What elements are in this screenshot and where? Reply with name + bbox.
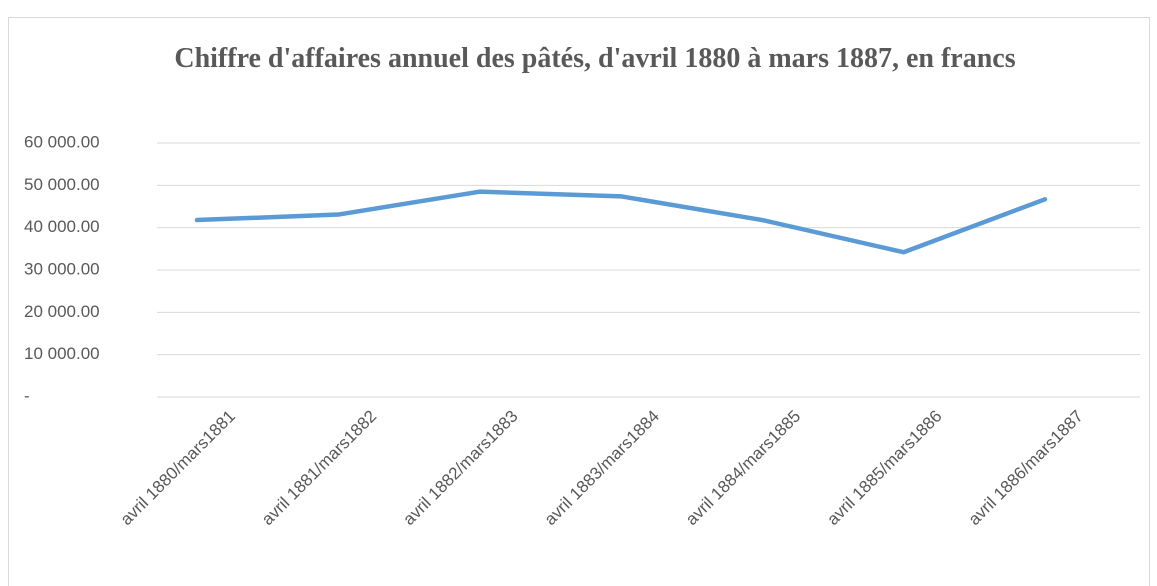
chart-frame (8, 17, 1150, 586)
y-tick-label: - (24, 386, 30, 405)
x-tick-label: avril 1884/mars1885 (682, 407, 804, 529)
y-tick-label: 60 000.00 (24, 132, 100, 151)
x-tick-label: avril 1885/mars1886 (823, 407, 945, 529)
y-tick-label: 30 000.00 (24, 259, 100, 278)
y-tick-label: 20 000.00 (24, 302, 100, 321)
x-tick-label: avril 1883/mars1884 (541, 407, 663, 529)
y-tick-label: 50 000.00 (24, 175, 100, 194)
x-tick-label: avril 1880/mars1881 (117, 407, 239, 529)
line-series (194, 189, 1048, 255)
chart-title: Chiffre d'affaires annuel des pâtés, d'a… (174, 43, 1016, 74)
y-tick-label: 10 000.00 (24, 344, 100, 363)
x-tick-label: avril 1882/mars1883 (399, 407, 521, 529)
x-tick-label: avril 1881/mars1882 (258, 407, 380, 529)
y-tick-label: 40 000.00 (24, 217, 100, 236)
x-tick-label: avril 1886/mars1887 (965, 407, 1087, 529)
